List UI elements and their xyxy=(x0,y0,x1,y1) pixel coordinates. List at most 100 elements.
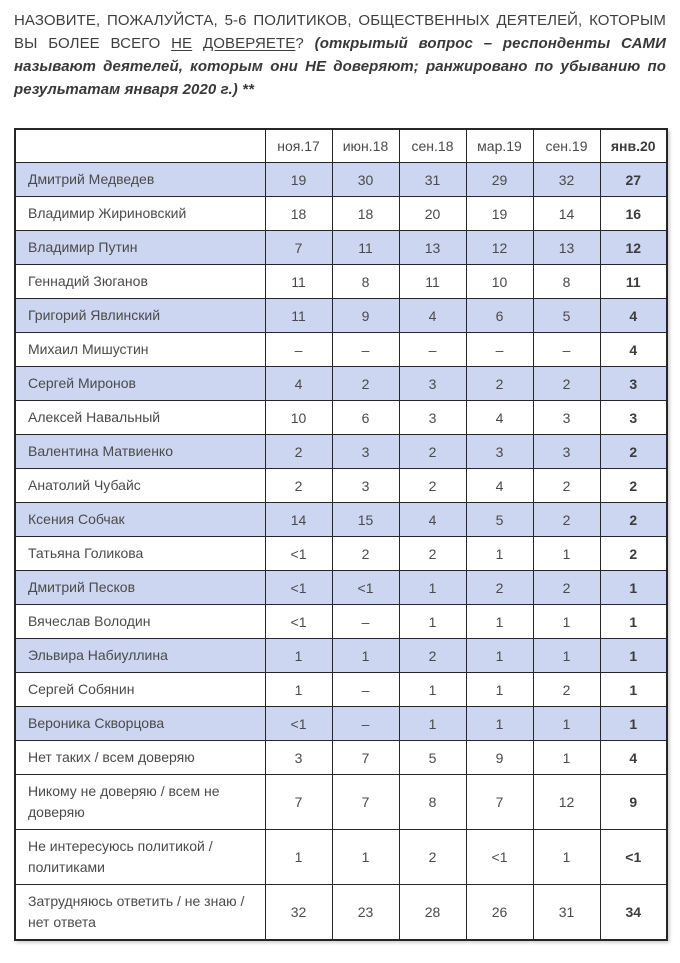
table-row: Эльвира Набиуллина 1 1 2 1 1 1 xyxy=(14,638,668,673)
corner-cell xyxy=(14,128,266,163)
table-row: Сергей Собянин 1–1 1 2 1 xyxy=(14,672,668,707)
row-label: Владимир Жириновский xyxy=(14,196,266,231)
value-cell: 7 xyxy=(264,230,333,265)
row-label: Анатолий Чубайс xyxy=(14,468,266,503)
value-cell: 2 xyxy=(465,366,534,401)
table-row: Ксения Собчак 14 15 4 5 2 2 xyxy=(14,502,668,537)
row-label: Валентина Матвиенко xyxy=(14,434,266,469)
row-label: Татьяна Голикова xyxy=(14,536,266,571)
value-cell: 7 xyxy=(331,774,400,830)
row-label: Владимир Путин xyxy=(14,230,266,265)
value-cell: 1 xyxy=(465,604,534,639)
value-cell: – xyxy=(264,332,333,367)
value-cell: 1 xyxy=(599,638,668,673)
value-cell: 3 xyxy=(398,400,467,435)
table-row: Сергей Миронов 4 2 3 2 2 3 xyxy=(14,366,668,401)
value-cell: – xyxy=(331,604,400,639)
value-cell: 5 xyxy=(532,298,601,333)
value-cell: <1 xyxy=(264,536,333,571)
value-cell: 4 xyxy=(599,332,668,367)
value-cell: 1 xyxy=(599,706,668,741)
value-cell: 2 xyxy=(264,468,333,503)
value-cell: 1 xyxy=(599,570,668,605)
value-cell: <1 xyxy=(264,604,333,639)
table-row: Владимир Путин 7 11 13 12 13 12 xyxy=(14,230,668,265)
value-cell: 2 xyxy=(532,468,601,503)
row-label: Сергей Собянин xyxy=(14,672,266,707)
value-cell: 1 xyxy=(398,706,467,741)
value-cell: 12 xyxy=(465,230,534,265)
value-cell: 2 xyxy=(264,434,333,469)
question-text-start: НАЗОВИТЕ, ПОЖАЛУЙСТА, 5-6 ПОЛИТИКОВ, ОБЩ… xyxy=(14,12,666,52)
value-cell: – xyxy=(331,706,400,741)
value-cell: 14 xyxy=(264,502,333,537)
value-cell: 7 xyxy=(264,774,333,830)
value-cell: <1 xyxy=(264,706,333,741)
table-row: Григорий Явлинский 11 9 4 6 5 4 xyxy=(14,298,668,333)
value-cell: 13 xyxy=(398,230,467,265)
value-cell: 27 xyxy=(599,162,668,197)
survey-question: НАЗОВИТЕ, ПОЖАЛУЙСТА, 5-6 ПОЛИТИКОВ, ОБЩ… xyxy=(14,9,666,101)
column-header-sep19: сен.19 xyxy=(532,128,601,163)
column-header-jun18: июн.18 xyxy=(331,128,400,163)
value-cell: 6 xyxy=(465,298,534,333)
value-cell: 2 xyxy=(599,434,668,469)
value-cell: 2 xyxy=(331,366,400,401)
value-cell: – xyxy=(331,672,400,707)
row-label: Алексей Навальный xyxy=(14,400,266,435)
results-table-body: Дмитрий Медведев 19 30 31 29 32 27 Владимир Жир… xyxy=(14,162,668,941)
value-cell: 8 xyxy=(532,264,601,299)
value-cell: 4 xyxy=(398,502,467,537)
row-label: Дмитрий Медведев xyxy=(14,162,266,197)
value-cell: 30 xyxy=(331,162,400,197)
value-cell: 16 xyxy=(599,196,668,231)
value-cell: 1 xyxy=(532,740,601,775)
value-cell: 1 xyxy=(264,829,333,885)
value-cell: 1 xyxy=(264,638,333,673)
value-cell: 11 xyxy=(264,264,333,299)
value-cell: – xyxy=(398,332,467,367)
value-cell: 31 xyxy=(532,884,601,941)
value-cell: 2 xyxy=(465,570,534,605)
value-cell: 20 xyxy=(398,196,467,231)
value-cell: 1 xyxy=(331,829,400,885)
value-cell: 1 xyxy=(398,604,467,639)
value-cell: 2 xyxy=(398,536,467,571)
value-cell: 32 xyxy=(264,884,333,941)
question-underlined-ne: НЕ xyxy=(171,35,193,52)
value-cell: 2 xyxy=(331,536,400,571)
value-cell: 31 xyxy=(398,162,467,197)
value-cell: 1 xyxy=(532,536,601,571)
question-note: (открытый вопрос – респонденты САМИ назы… xyxy=(14,35,666,98)
value-cell: 6 xyxy=(331,400,400,435)
value-cell: <1 xyxy=(331,570,400,605)
table-row: Михаил Мишустин – – – – –4 xyxy=(14,332,668,367)
value-cell: 9 xyxy=(465,740,534,775)
row-label: Михаил Мишустин xyxy=(14,332,266,367)
value-cell: 2 xyxy=(532,672,601,707)
value-cell: 4 xyxy=(264,366,333,401)
value-cell: 4 xyxy=(465,400,534,435)
value-cell: 11 xyxy=(264,298,333,333)
value-cell: <1 xyxy=(264,570,333,605)
row-label: Эльвира Набиуллина xyxy=(14,638,266,673)
value-cell: 10 xyxy=(465,264,534,299)
value-cell: 1 xyxy=(465,672,534,707)
value-cell: 12 xyxy=(532,774,601,830)
column-header-mar19: мар.19 xyxy=(465,128,534,163)
value-cell: 2 xyxy=(599,502,668,537)
value-cell: 7 xyxy=(465,774,534,830)
value-cell: 4 xyxy=(599,740,668,775)
column-header-jan20: янв.20 xyxy=(599,128,668,163)
value-cell: 3 xyxy=(264,740,333,775)
value-cell: 1 xyxy=(465,638,534,673)
value-cell: 4 xyxy=(599,298,668,333)
value-cell: 28 xyxy=(398,884,467,941)
column-header-sep18: сен.18 xyxy=(398,128,467,163)
table-row: Анатолий Чубайс 2 3 2 4 2 2 xyxy=(14,468,668,503)
table-row: Никому не доверяю / всем не доверяю 7 7 8 7 1… xyxy=(14,774,668,830)
table-row: Вероника Скворцова <1–1 1 1 1 xyxy=(14,706,668,741)
question-underlined-doveryaete: ДОВЕРЯЕТЕ xyxy=(202,35,296,52)
value-cell: 18 xyxy=(331,196,400,231)
table-row: Валентина Матвиенко 2 3 2 3 3 2 xyxy=(14,434,668,469)
